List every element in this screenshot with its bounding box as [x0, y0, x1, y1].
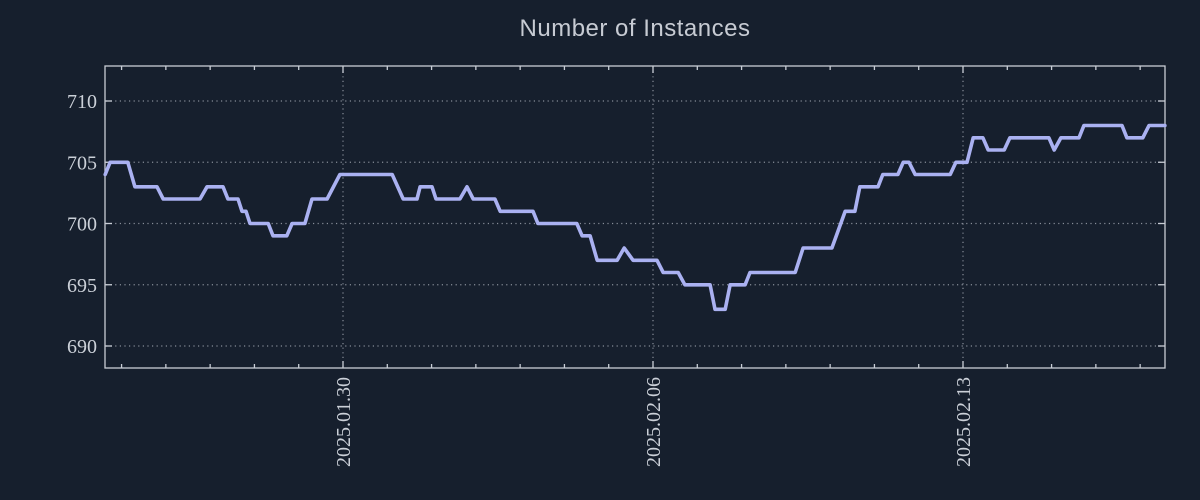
y-tick-label: 705	[67, 152, 97, 174]
y-tick-label: 700	[67, 214, 97, 236]
series-line-instances	[103, 123, 1167, 312]
x-tick-label: 2025.02.06	[643, 377, 665, 467]
y-tick-label: 695	[67, 275, 97, 297]
plot-frame	[104, 65, 1166, 369]
y-tick-label: 710	[67, 91, 97, 113]
x-tick-label: 2025.01.30	[333, 377, 355, 467]
chart-title: Number of Instances	[519, 15, 751, 42]
x-tick-label: 2025.02.13	[953, 377, 975, 467]
y-tick-label: 690	[67, 336, 97, 358]
